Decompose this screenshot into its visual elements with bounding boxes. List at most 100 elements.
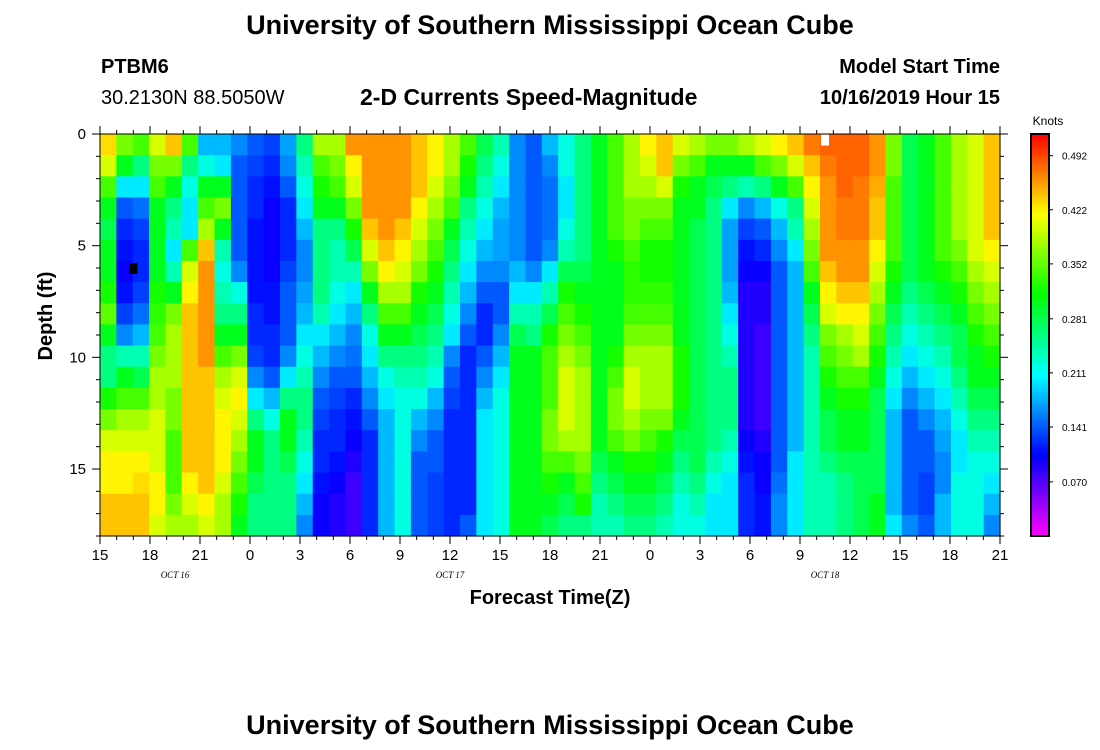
heatmap-cell: [214, 239, 232, 262]
heatmap-cell: [443, 514, 461, 537]
heatmap-cell: [165, 430, 183, 452]
heatmap-cell: [590, 155, 608, 177]
heatmap-cell: [214, 345, 232, 368]
heatmap-cell: [803, 239, 821, 262]
heatmap-cell: [787, 239, 805, 262]
colorbar-swatch: [1031, 512, 1049, 517]
colorbar-swatch: [1031, 324, 1049, 329]
colorbar-swatch: [1031, 482, 1049, 487]
heatmap-cell: [280, 197, 297, 220]
heatmap-cell: [721, 493, 739, 516]
heatmap-cell: [198, 176, 216, 199]
heatmap-cell: [901, 324, 919, 347]
x-tick-label: 18: [142, 547, 159, 564]
heatmap-cell: [230, 155, 248, 177]
heatmap-cell: [427, 239, 445, 262]
heatmap-cell: [983, 239, 1001, 262]
heatmap-cell: [525, 493, 543, 516]
heatmap-cell: [460, 345, 477, 368]
heatmap-cell: [672, 239, 690, 262]
heatmap-cell: [901, 282, 919, 304]
heatmap-cell: [852, 493, 870, 516]
heatmap-cell: [901, 345, 919, 368]
heatmap-cell: [787, 387, 805, 410]
colorbar-swatch: [1031, 308, 1049, 313]
model-start-value: 10/16/2019 Hour 15: [819, 87, 1000, 109]
heatmap-cell: [280, 218, 297, 241]
heatmap-cell: [165, 493, 183, 516]
heatmap-cell: [116, 366, 134, 389]
heatmap-cell: [607, 282, 625, 304]
colorbar-swatch: [1031, 368, 1049, 373]
heatmap-cell: [869, 282, 887, 304]
heatmap-cell: [149, 134, 167, 156]
colorbar-swatch: [1031, 304, 1049, 309]
heatmap-cell: [607, 472, 625, 495]
heatmap-cell: [574, 218, 592, 241]
heatmap-cell: [361, 409, 379, 431]
heatmap-cell: [770, 514, 788, 537]
heatmap-cell: [230, 218, 248, 241]
heatmap-cell: [983, 493, 1001, 516]
heatmap-cell: [558, 493, 576, 516]
heatmap-cell: [509, 239, 527, 262]
colorbar-swatch: [1031, 144, 1049, 148]
heatmap-cell: [770, 324, 788, 347]
heatmap-cell: [410, 134, 428, 156]
heatmap-cell: [640, 493, 657, 516]
heatmap-cell: [100, 155, 117, 177]
heatmap-cell: [754, 493, 772, 516]
heatmap-cell: [427, 324, 445, 347]
heatmap-cell: [934, 303, 952, 326]
heatmap-cell: [476, 134, 494, 156]
heatmap-cell: [263, 282, 281, 304]
heatmap-cell: [738, 239, 756, 262]
colorbar-swatch: [1031, 174, 1049, 179]
heatmap-cell: [885, 134, 903, 156]
heatmap-cell: [149, 472, 167, 495]
heatmap-cell: [754, 324, 772, 347]
x-tick-label: 6: [346, 547, 354, 564]
heatmap-cell: [738, 430, 756, 452]
heatmap-cell: [427, 345, 445, 368]
heatmap-cell: [787, 218, 805, 241]
heatmap-cell: [378, 176, 396, 199]
heatmap-cell: [345, 303, 363, 326]
heatmap-cell: [656, 218, 674, 241]
heatmap-cell: [623, 324, 641, 347]
heatmap-cell: [787, 197, 805, 220]
heatmap-cell: [296, 493, 314, 516]
colorbar-swatch: [1031, 479, 1049, 483]
colorbar-tick-label: 0.281: [1062, 315, 1087, 326]
heatmap-cell: [247, 324, 265, 347]
heatmap-cell: [852, 366, 870, 389]
heatmap-cell: [852, 239, 870, 262]
heatmap-cell: [983, 303, 1001, 326]
heatmap-markers: [129, 134, 829, 274]
heatmap-cell: [738, 366, 756, 389]
heatmap-cell: [198, 430, 216, 452]
colorbar-swatch: [1031, 391, 1049, 396]
heatmap-cell: [476, 197, 494, 220]
heatmap-cell: [460, 409, 477, 431]
plot-title: 2-D Currents Speed-Magnitude: [360, 84, 698, 110]
heatmap-cell: [247, 387, 265, 410]
heatmap-cell: [427, 472, 445, 495]
heatmap-cell: [803, 366, 821, 389]
heatmap-cell: [787, 451, 805, 474]
heatmap-cell: [116, 134, 134, 156]
heatmap-cell: [345, 472, 363, 495]
heatmap-cell: [460, 282, 477, 304]
heatmap-cell: [754, 260, 772, 283]
heatmap-cell: [509, 345, 527, 368]
colorbar-swatch: [1031, 257, 1049, 262]
heatmap-cell: [476, 493, 494, 516]
heatmap-cell: [149, 218, 167, 241]
heatmap-cell: [149, 239, 167, 262]
heatmap-cell: [541, 514, 559, 537]
heatmap-cell: [885, 176, 903, 199]
heatmap-cell: [280, 134, 297, 156]
heatmap-cell: [574, 260, 592, 283]
heatmap-cell: [590, 366, 608, 389]
heatmap-cell: [230, 260, 248, 283]
